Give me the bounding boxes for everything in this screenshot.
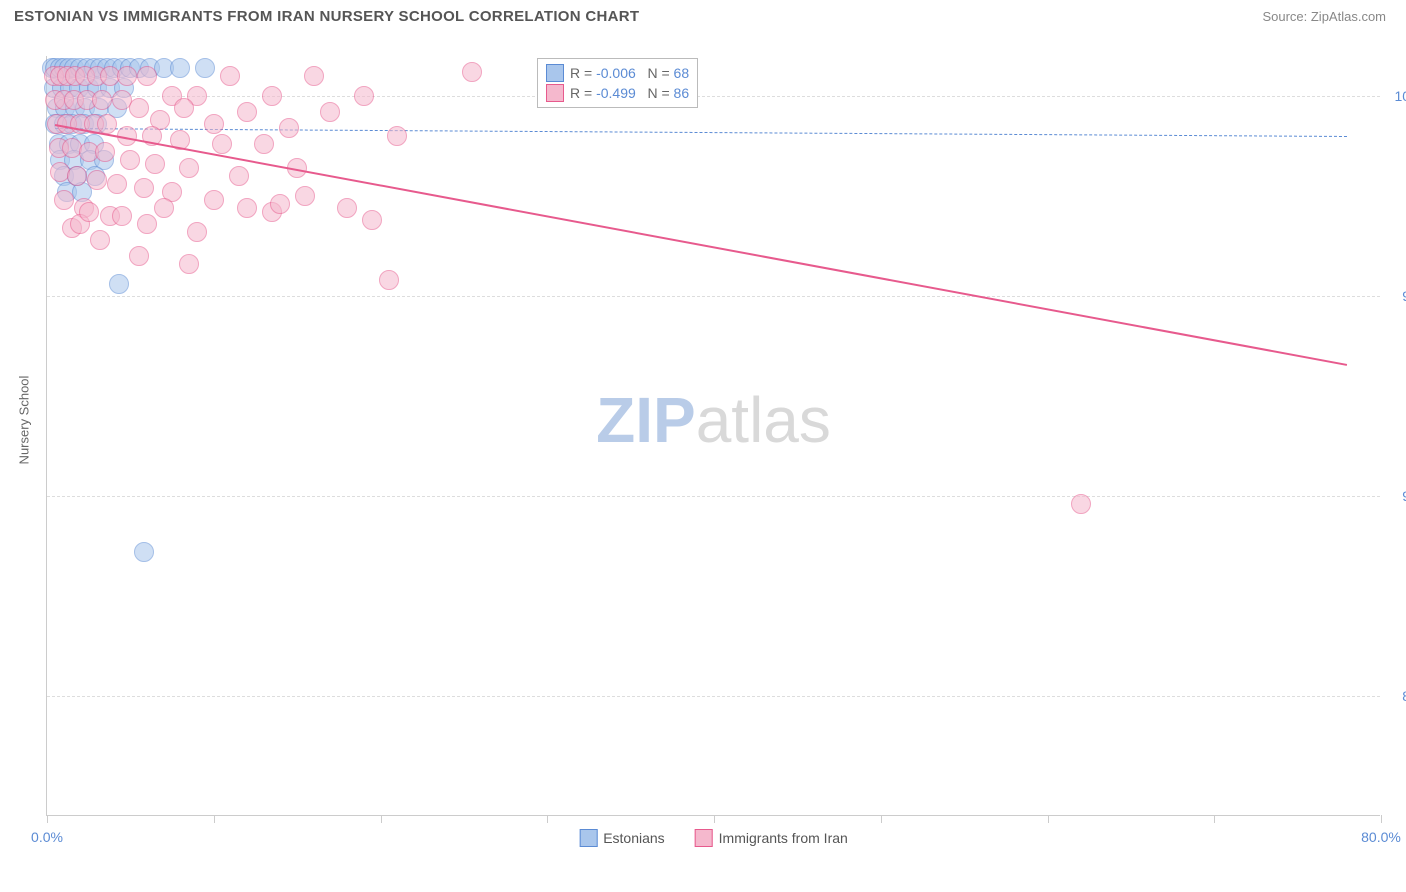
y-tick-label: 95.0% [1402,288,1406,304]
data-point [112,206,132,226]
legend-label: Immigrants from Iran [719,830,848,846]
data-point [204,114,224,134]
data-point [237,102,257,122]
data-point [304,66,324,86]
trend-line [55,128,1347,137]
data-point [204,190,224,210]
data-point [145,154,165,174]
data-point [87,170,107,190]
data-point [179,158,199,178]
data-point [295,186,315,206]
data-point [212,134,232,154]
data-point [229,166,249,186]
legend-text: R = -0.006 N = 68 [570,65,689,81]
data-point [129,98,149,118]
legend-row: R = -0.006 N = 68 [546,63,689,83]
data-point [54,190,74,210]
x-tick-label: 0.0% [31,829,63,845]
trend-line [55,124,1348,366]
correlation-legend: R = -0.006 N = 68 R = -0.499 N = 86 [537,58,698,108]
legend-swatch [546,84,564,102]
data-point [109,274,129,294]
data-point [254,134,274,154]
gridline [47,96,1380,97]
data-point [117,66,137,86]
x-tick [547,815,548,823]
watermark: ZIPatlas [596,383,831,457]
data-point [95,142,115,162]
x-tick-label: 80.0% [1361,829,1401,845]
data-point [237,198,257,218]
data-point [279,118,299,138]
x-tick [1381,815,1382,823]
data-point [262,86,282,106]
x-tick [881,815,882,823]
data-point [320,102,340,122]
gridline [47,296,1380,297]
data-point [134,178,154,198]
watermark-zip: ZIP [596,384,696,456]
legend-text: R = -0.499 N = 86 [570,85,689,101]
legend-swatch [695,829,713,847]
legend-swatch [579,829,597,847]
data-point [387,126,407,146]
legend-item: Immigrants from Iran [695,829,848,847]
gridline [47,696,1380,697]
legend-swatch [546,64,564,82]
data-point [120,150,140,170]
data-point [1071,494,1091,514]
chart-title: ESTONIAN VS IMMIGRANTS FROM IRAN NURSERY… [14,8,639,25]
data-point [134,542,154,562]
source-label: Source: ZipAtlas.com [1262,9,1386,24]
data-point [195,58,215,78]
legend-row: R = -0.499 N = 86 [546,83,689,103]
y-tick-label: 90.0% [1402,488,1406,504]
data-point [337,198,357,218]
data-point [137,214,157,234]
series-legend: Estonians Immigrants from Iran [579,829,848,847]
data-point [187,222,207,242]
data-point [379,270,399,290]
x-tick [381,815,382,823]
y-tick-label: 100.0% [1395,88,1406,104]
x-tick [47,815,48,823]
y-tick-label: 85.0% [1402,688,1406,704]
legend-label: Estonians [603,830,664,846]
data-point [354,86,374,106]
legend-item: Estonians [579,829,664,847]
x-tick [1214,815,1215,823]
data-point [67,166,87,186]
x-tick [1048,815,1049,823]
scatter-chart: ZIPatlas 85.0%90.0%95.0%100.0%0.0%80.0%R… [46,56,1380,816]
data-point [170,58,190,78]
data-point [137,66,157,86]
title-bar: ESTONIAN VS IMMIGRANTS FROM IRAN NURSERY… [0,0,1406,29]
data-point [154,198,174,218]
x-tick [714,815,715,823]
data-point [129,246,149,266]
data-point [174,98,194,118]
data-point [270,194,290,214]
data-point [362,210,382,230]
data-point [220,66,240,86]
data-point [179,254,199,274]
watermark-atlas: atlas [696,384,831,456]
x-tick [214,815,215,823]
gridline [47,496,1380,497]
data-point [79,202,99,222]
y-axis-title: Nursery School [17,376,32,465]
data-point [90,230,110,250]
data-point [107,174,127,194]
data-point [462,62,482,82]
data-point [92,90,112,110]
data-point [97,114,117,134]
